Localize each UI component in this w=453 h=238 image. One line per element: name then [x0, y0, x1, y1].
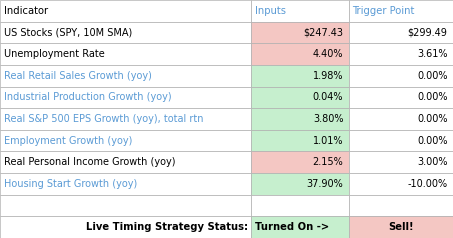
Text: Real S&P 500 EPS Growth (yoy), total rtn: Real S&P 500 EPS Growth (yoy), total rtn — [4, 114, 203, 124]
Bar — [251, 216, 349, 238]
Text: $247.43: $247.43 — [304, 27, 343, 37]
Text: 0.00%: 0.00% — [417, 92, 448, 102]
Bar — [349, 130, 453, 151]
Text: $299.49: $299.49 — [408, 27, 448, 37]
Text: Industrial Production Growth (yoy): Industrial Production Growth (yoy) — [4, 92, 171, 102]
Bar — [349, 43, 453, 65]
Text: 0.00%: 0.00% — [417, 136, 448, 146]
Text: Turned On ->: Turned On -> — [255, 222, 329, 232]
Text: 0.00%: 0.00% — [417, 114, 448, 124]
Text: 0.00%: 0.00% — [417, 71, 448, 81]
Bar — [0, 173, 251, 195]
Text: Employment Growth (yoy): Employment Growth (yoy) — [4, 136, 132, 146]
Text: Unemployment Rate: Unemployment Rate — [4, 49, 104, 59]
Bar — [251, 130, 349, 151]
Bar — [349, 195, 453, 216]
Bar — [0, 22, 251, 43]
Text: 1.01%: 1.01% — [313, 136, 343, 146]
Text: 37.90%: 37.90% — [307, 179, 343, 189]
Bar — [251, 0, 349, 22]
Bar — [0, 43, 251, 65]
Text: -10.00%: -10.00% — [407, 179, 448, 189]
Text: US Stocks (SPY, 10M SMA): US Stocks (SPY, 10M SMA) — [4, 27, 132, 37]
Bar — [251, 65, 349, 87]
Bar — [0, 151, 251, 173]
Text: 3.00%: 3.00% — [417, 157, 448, 167]
Bar — [349, 65, 453, 87]
Text: Sell!: Sell! — [388, 222, 414, 232]
Text: Trigger Point: Trigger Point — [352, 6, 415, 16]
Text: Indicator: Indicator — [4, 6, 48, 16]
Bar — [251, 108, 349, 130]
Bar — [251, 151, 349, 173]
Text: Real Personal Income Growth (yoy): Real Personal Income Growth (yoy) — [4, 157, 175, 167]
Bar — [349, 22, 453, 43]
Bar — [251, 22, 349, 43]
Bar — [0, 87, 251, 108]
Text: 3.61%: 3.61% — [417, 49, 448, 59]
Bar — [349, 87, 453, 108]
Bar — [349, 151, 453, 173]
Bar — [349, 216, 453, 238]
Bar — [349, 108, 453, 130]
Text: 3.80%: 3.80% — [313, 114, 343, 124]
Text: Real Retail Sales Growth (yoy): Real Retail Sales Growth (yoy) — [4, 71, 151, 81]
Bar — [0, 130, 251, 151]
Bar — [349, 0, 453, 22]
Bar — [0, 108, 251, 130]
Text: 1.98%: 1.98% — [313, 71, 343, 81]
Bar — [251, 173, 349, 195]
Bar — [349, 173, 453, 195]
Bar — [251, 43, 349, 65]
Text: 2.15%: 2.15% — [313, 157, 343, 167]
Bar — [0, 65, 251, 87]
Text: Live Timing Strategy Status:: Live Timing Strategy Status: — [86, 222, 248, 232]
Bar — [251, 195, 349, 216]
Text: 0.04%: 0.04% — [313, 92, 343, 102]
Bar — [251, 87, 349, 108]
Text: 4.40%: 4.40% — [313, 49, 343, 59]
Text: Housing Start Growth (yoy): Housing Start Growth (yoy) — [4, 179, 137, 189]
Text: Inputs: Inputs — [255, 6, 286, 16]
Bar — [0, 195, 251, 216]
Bar — [0, 0, 251, 22]
Bar — [0, 216, 251, 238]
